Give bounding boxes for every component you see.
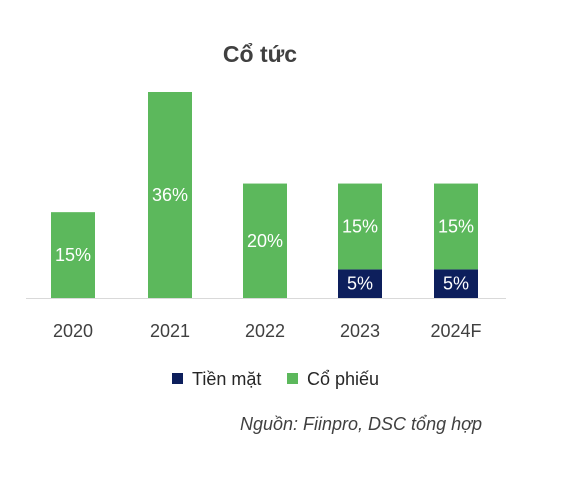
data-label-cash-2023: 5% xyxy=(347,274,373,294)
source-note: Nguồn: Fiinpro, DSC tổng hợp xyxy=(239,414,482,434)
bar-stock-2024F xyxy=(434,183,478,270)
x-tick-2024F: 2024F xyxy=(430,321,481,341)
x-tick-2020: 2020 xyxy=(53,321,93,341)
legend-swatch-cash xyxy=(172,373,183,384)
data-label-stock-2023: 15% xyxy=(342,216,378,236)
x-tick-2023: 2023 xyxy=(340,321,380,341)
legend: Tiền mặt Cổ phiếu xyxy=(172,369,379,389)
data-label-stock-2022: 20% xyxy=(247,231,283,251)
bar-stock-2021 xyxy=(148,92,192,298)
x-tick-2021: 2021 xyxy=(150,321,190,341)
bar-stock-2023 xyxy=(338,183,382,270)
bars-group: 15% 36% 20% 5% 15% 5% 15% xyxy=(51,92,478,298)
bar-stock-2022 xyxy=(243,183,287,298)
x-tick-labels: 2020 2021 2022 2023 2024F xyxy=(53,321,482,341)
data-label-stock-2021: 36% xyxy=(152,185,188,205)
data-label-stock-2024F: 15% xyxy=(438,216,474,236)
bar-cash-2024F xyxy=(434,269,478,298)
chart-title: Cổ tức xyxy=(223,41,297,67)
data-label-stock-2020: 15% xyxy=(55,245,91,265)
legend-swatch-stock xyxy=(287,373,298,384)
legend-label-stock: Cổ phiếu xyxy=(307,369,379,389)
bar-stock-2020 xyxy=(51,212,95,298)
data-label-cash-2024F: 5% xyxy=(443,274,469,294)
bar-cash-2023 xyxy=(338,269,382,298)
legend-label-cash: Tiền mặt xyxy=(192,369,261,389)
x-tick-2022: 2022 xyxy=(245,321,285,341)
